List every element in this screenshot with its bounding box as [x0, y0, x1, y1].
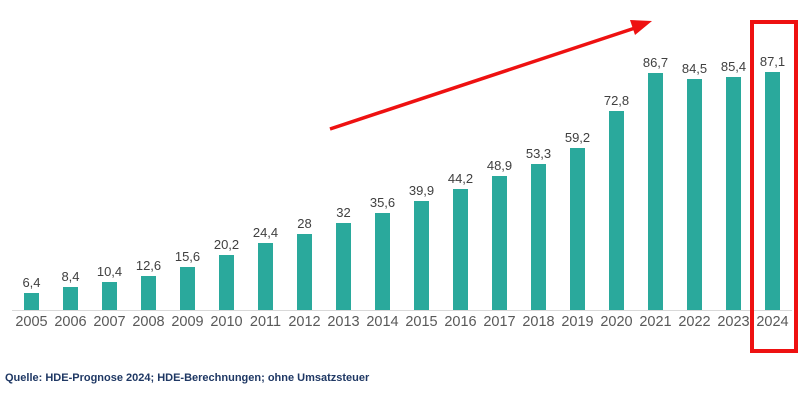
bar-value-label: 48,9 — [486, 158, 513, 173]
bar — [219, 255, 234, 310]
axis-tick-label: 2020 — [600, 314, 633, 330]
bar — [258, 243, 273, 310]
bar-column: 24,4 2011 — [246, 0, 285, 330]
bar-value-label: 6,4 — [22, 275, 41, 290]
bar — [102, 282, 117, 310]
bar-column: 10,4 2007 — [90, 0, 129, 330]
bar — [453, 189, 468, 310]
bar-value-label: 12,6 — [135, 258, 162, 273]
axis-tick-label: 2005 — [15, 314, 48, 330]
bar-value-label: 32 — [336, 205, 351, 220]
bar — [687, 79, 702, 310]
bar — [63, 287, 78, 310]
bar — [141, 276, 156, 310]
bar — [24, 293, 39, 310]
bar-column: 84,5 2022 — [675, 0, 714, 330]
bar-column: 8,4 2006 — [51, 0, 90, 330]
bar-column: 87,1 2024 — [753, 0, 792, 330]
bar-value-label: 72,8 — [603, 93, 630, 108]
axis-tick-label: 2009 — [171, 314, 204, 330]
bar-chart: 6,4 2005 8,4 2006 10,4 2007 12,6 2008 15,6 2009 20… — [12, 0, 792, 330]
axis-tick-label: 2019 — [561, 314, 594, 330]
bar-value-label: 20,2 — [213, 237, 240, 252]
bar-value-label: 15,6 — [174, 249, 201, 264]
bar-value-label: 8,4 — [61, 269, 80, 284]
bar-column: 44,2 2016 — [441, 0, 480, 330]
axis-tick-label: 2016 — [444, 314, 477, 330]
bar-column: 35,6 2014 — [363, 0, 402, 330]
bar-value-label: 87,1 — [759, 54, 786, 69]
bar-value-label: 24,4 — [252, 225, 279, 240]
x-axis-line — [12, 310, 792, 311]
axis-tick-label: 2024 — [756, 314, 789, 330]
axis-tick-label: 2017 — [483, 314, 516, 330]
bar — [531, 164, 546, 310]
axis-tick-label: 2012 — [288, 314, 321, 330]
bar-column: 32 2013 — [324, 0, 363, 330]
axis-tick-label: 2007 — [93, 314, 126, 330]
axis-tick-label: 2014 — [366, 314, 399, 330]
bar-column: 48,9 2017 — [480, 0, 519, 330]
bar-value-label: 86,7 — [642, 55, 669, 70]
axis-tick-label: 2008 — [132, 314, 165, 330]
bar — [336, 223, 351, 310]
bar-column: 53,3 2018 — [519, 0, 558, 330]
axis-tick-label: 2021 — [639, 314, 672, 330]
bar-column: 85,4 2023 — [714, 0, 753, 330]
bar — [726, 77, 741, 310]
bar-column: 86,7 2021 — [636, 0, 675, 330]
bar-value-label: 39,9 — [408, 183, 435, 198]
bar-column: 72,8 2020 — [597, 0, 636, 330]
bar — [375, 213, 390, 310]
bar-value-label: 35,6 — [369, 195, 396, 210]
axis-tick-label: 2015 — [405, 314, 438, 330]
bar — [609, 111, 624, 310]
axis-tick-label: 2018 — [522, 314, 555, 330]
axis-tick-label: 2011 — [249, 314, 282, 330]
axis-tick-label: 2023 — [717, 314, 750, 330]
bar-value-label: 53,3 — [525, 146, 552, 161]
bar-value-label: 28 — [297, 216, 312, 231]
bar-value-label: 59,2 — [564, 130, 591, 145]
highlight-box-2024 — [750, 20, 798, 353]
bar-column: 15,6 2009 — [168, 0, 207, 330]
bar-value-label: 10,4 — [96, 264, 123, 279]
bar-column: 20,2 2010 — [207, 0, 246, 330]
bar — [492, 176, 507, 310]
bar — [414, 201, 429, 310]
bar — [648, 73, 663, 310]
bar-column: 59,2 2019 — [558, 0, 597, 330]
axis-tick-label: 2022 — [678, 314, 711, 330]
bar-column: 39,9 2015 — [402, 0, 441, 330]
bar-column: 6,4 2005 — [12, 0, 51, 330]
bar — [297, 234, 312, 310]
bar-value-label: 85,4 — [720, 59, 747, 74]
bar — [180, 267, 195, 310]
axis-tick-label: 2006 — [54, 314, 87, 330]
axis-tick-label: 2013 — [327, 314, 360, 330]
bar-column: 12,6 2008 — [129, 0, 168, 330]
bar-value-label: 84,5 — [681, 61, 708, 76]
bar-column: 28 2012 — [285, 0, 324, 330]
source-note: Quelle: HDE-Prognose 2024; HDE-Berechnun… — [5, 372, 370, 384]
bar — [765, 72, 780, 310]
bar-value-label: 44,2 — [447, 171, 474, 186]
bar — [570, 148, 585, 310]
axis-tick-label: 2010 — [210, 314, 243, 330]
